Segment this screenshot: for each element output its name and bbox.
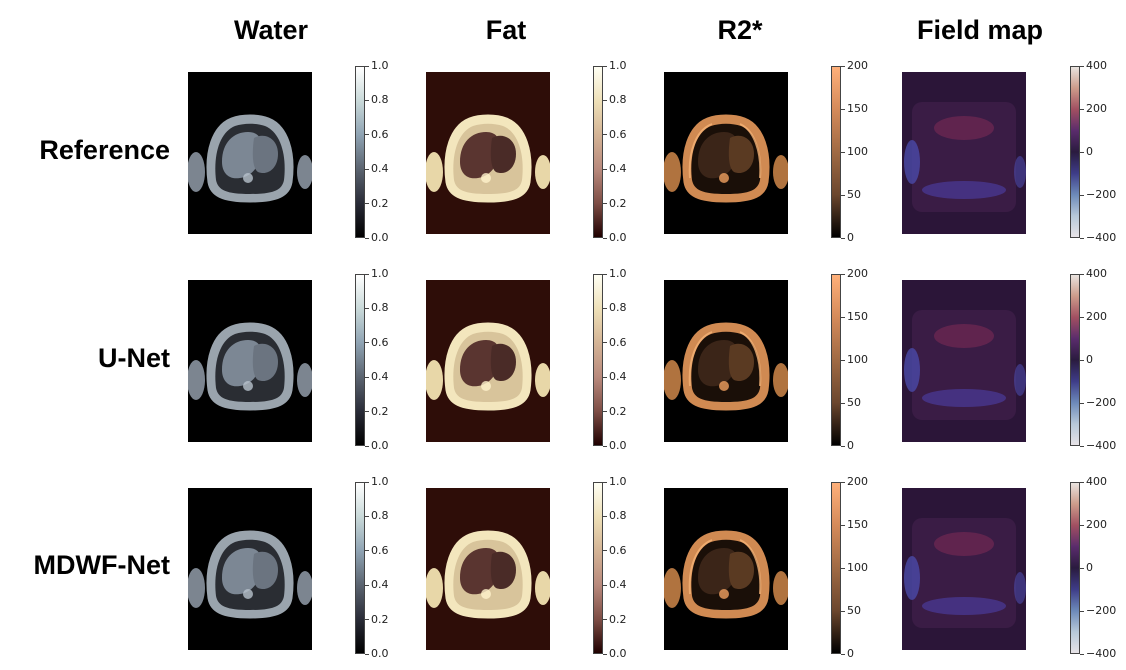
colorbar-tick-label: 0.8 bbox=[365, 509, 389, 523]
image-field-reference bbox=[902, 72, 1026, 234]
image-fat-mdwf-net bbox=[426, 488, 550, 650]
colorbar-tick-label: −200 bbox=[1079, 604, 1117, 617]
colorbar-tick-label: 0.2 bbox=[603, 612, 627, 626]
colorbar-tick-label: 1.0 bbox=[365, 59, 389, 72]
colorbar-tick-label: 0.2 bbox=[365, 196, 389, 210]
colorbar-tick-label: −400 bbox=[1079, 647, 1117, 660]
colorbar-tick-label: 0.2 bbox=[365, 612, 389, 626]
colorbar-r2star-mdwf-net bbox=[831, 482, 841, 654]
colorbar-field-reference bbox=[1070, 66, 1080, 238]
image-water-reference bbox=[188, 72, 312, 234]
colorbar-tick-label: 1.0 bbox=[365, 475, 389, 488]
colorbar-tick-label: 1.0 bbox=[603, 59, 627, 72]
colorbar-field-mdwf-net bbox=[1070, 482, 1080, 654]
colorbar-tick-label: 200 bbox=[841, 475, 868, 488]
colorbar-tick-label: 0.4 bbox=[603, 162, 627, 176]
colorbar-r2star-reference bbox=[831, 66, 841, 238]
colorbar-tick-label: 150 bbox=[841, 310, 868, 323]
colorbar-tick-label: 400 bbox=[1080, 267, 1107, 280]
colorbar-tick-label: 0.6 bbox=[603, 127, 627, 141]
colorbar-tick-label: 0.8 bbox=[365, 93, 389, 107]
colorbar-tick-label: 0.2 bbox=[365, 404, 389, 418]
row-label-u-net: U-Net bbox=[98, 343, 170, 373]
colorbar-tick-label: 0 bbox=[1080, 353, 1093, 366]
colorbar-tick-label: 0.6 bbox=[603, 335, 627, 349]
colorbar-fat-mdwf-net bbox=[593, 482, 603, 654]
colorbar-tick-label: 50 bbox=[841, 188, 861, 201]
colorbar-tick-label: 200 bbox=[841, 267, 868, 280]
colorbar-tick-label: 0.8 bbox=[603, 301, 627, 315]
column-title-field-map: Field map bbox=[916, 15, 1044, 45]
colorbar-tick-label: 400 bbox=[1080, 59, 1107, 72]
colorbar-tick-label: 1.0 bbox=[365, 267, 389, 280]
colorbar-tick-label: 0 bbox=[841, 647, 854, 660]
colorbar-tick-label: 50 bbox=[841, 396, 861, 409]
colorbar-tick-label: 0 bbox=[1080, 561, 1093, 574]
row-label-reference: Reference bbox=[39, 135, 170, 165]
colorbar-tick-label: −400 bbox=[1079, 439, 1117, 452]
colorbar-tick-label: 0 bbox=[841, 231, 854, 244]
colorbar-tick-label: 0.2 bbox=[603, 404, 627, 418]
colorbar-tick-label: 100 bbox=[841, 561, 868, 574]
colorbar-tick-label: −200 bbox=[1079, 188, 1117, 201]
image-r2star-reference bbox=[664, 72, 788, 234]
colorbar-tick-label: 0.0 bbox=[603, 647, 627, 660]
colorbar-tick-label: 1.0 bbox=[603, 267, 627, 280]
colorbar-tick-label: −400 bbox=[1079, 231, 1117, 244]
colorbar-tick-label: 0.4 bbox=[603, 578, 627, 592]
colorbar-tick-label: 0.6 bbox=[365, 127, 389, 141]
colorbar-tick-label: 0.6 bbox=[365, 543, 389, 557]
colorbar-tick-label: 0.0 bbox=[365, 647, 389, 660]
colorbar-r2star-u-net bbox=[831, 274, 841, 446]
colorbar-tick-label: 100 bbox=[841, 145, 868, 158]
colorbar-field-u-net bbox=[1070, 274, 1080, 446]
colorbar-tick-label: 0.4 bbox=[603, 370, 627, 384]
colorbar-tick-label: 1.0 bbox=[603, 475, 627, 488]
colorbar-tick-label: 200 bbox=[841, 59, 868, 72]
colorbar-tick-label: 150 bbox=[841, 102, 868, 115]
image-water-mdwf-net bbox=[188, 488, 312, 650]
colorbar-tick-label: −200 bbox=[1079, 396, 1117, 409]
colorbar-tick-label: 0.0 bbox=[365, 439, 389, 452]
row-label-mdwf-net: MDWF-Net bbox=[33, 550, 170, 580]
colorbar-tick-label: 200 bbox=[1080, 310, 1107, 323]
colorbar-tick-label: 0.2 bbox=[603, 196, 627, 210]
image-fat-u-net bbox=[426, 280, 550, 442]
colorbar-tick-label: 0 bbox=[1080, 145, 1093, 158]
colorbar-tick-label: 0.0 bbox=[603, 439, 627, 452]
colorbar-tick-label: 50 bbox=[841, 604, 861, 617]
colorbar-tick-label: 0.4 bbox=[365, 578, 389, 592]
image-field-u-net bbox=[902, 280, 1026, 442]
colorbar-tick-label: 0.4 bbox=[365, 162, 389, 176]
column-title-water: Water bbox=[233, 15, 308, 45]
colorbar-tick-label: 0.6 bbox=[365, 335, 389, 349]
colorbar-tick-label: 0.8 bbox=[603, 93, 627, 107]
colorbar-tick-label: 0 bbox=[841, 439, 854, 452]
colorbar-tick-label: 400 bbox=[1080, 475, 1107, 488]
colorbar-tick-label: 0.8 bbox=[365, 301, 389, 315]
column-title-fat: Fat bbox=[485, 15, 527, 45]
colorbar-tick-label: 0.0 bbox=[365, 231, 389, 244]
colorbar-tick-label: 0.6 bbox=[603, 543, 627, 557]
colorbar-water-u-net bbox=[355, 274, 365, 446]
colorbar-water-reference bbox=[355, 66, 365, 238]
colorbar-tick-label: 0.0 bbox=[603, 231, 627, 244]
image-field-mdwf-net bbox=[902, 488, 1026, 650]
image-r2star-mdwf-net bbox=[664, 488, 788, 650]
colorbar-tick-label: 200 bbox=[1080, 518, 1107, 531]
colorbar-fat-reference bbox=[593, 66, 603, 238]
colorbar-tick-label: 200 bbox=[1080, 102, 1107, 115]
image-water-u-net bbox=[188, 280, 312, 442]
colorbar-water-mdwf-net bbox=[355, 482, 365, 654]
colorbar-tick-label: 150 bbox=[841, 518, 868, 531]
image-fat-reference bbox=[426, 72, 550, 234]
colorbar-tick-label: 0.4 bbox=[365, 370, 389, 384]
column-title-r2star: R2* bbox=[717, 15, 763, 45]
colorbar-tick-label: 0.8 bbox=[603, 509, 627, 523]
colorbar-fat-u-net bbox=[593, 274, 603, 446]
image-r2star-u-net bbox=[664, 280, 788, 442]
colorbar-tick-label: 100 bbox=[841, 353, 868, 366]
